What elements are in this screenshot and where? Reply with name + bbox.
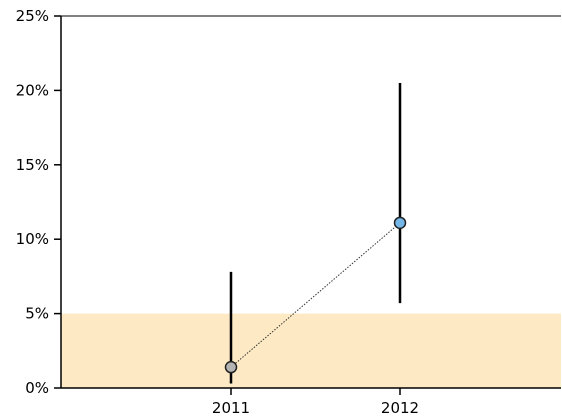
trend-connector-line xyxy=(230,222,401,368)
y-tick-label: 20% xyxy=(16,81,49,99)
y-tick-label: 10% xyxy=(16,230,49,248)
data-point-2012 xyxy=(393,216,407,230)
x-tick-label: 2011 xyxy=(212,399,250,416)
y-tick-label: 0% xyxy=(25,379,49,397)
y-tick-label: 5% xyxy=(25,305,49,323)
y-tick-label: 15% xyxy=(16,156,49,174)
y-tick-label: 25% xyxy=(16,7,49,25)
y-axis: 0% 5% 10% 15% 20% 25% xyxy=(16,7,62,397)
x-tick-label: 2012 xyxy=(381,399,419,416)
data-marks xyxy=(224,82,407,384)
target-band xyxy=(61,313,561,388)
x-axis: 2011 2012 xyxy=(61,387,561,416)
data-point-2011 xyxy=(224,360,238,374)
